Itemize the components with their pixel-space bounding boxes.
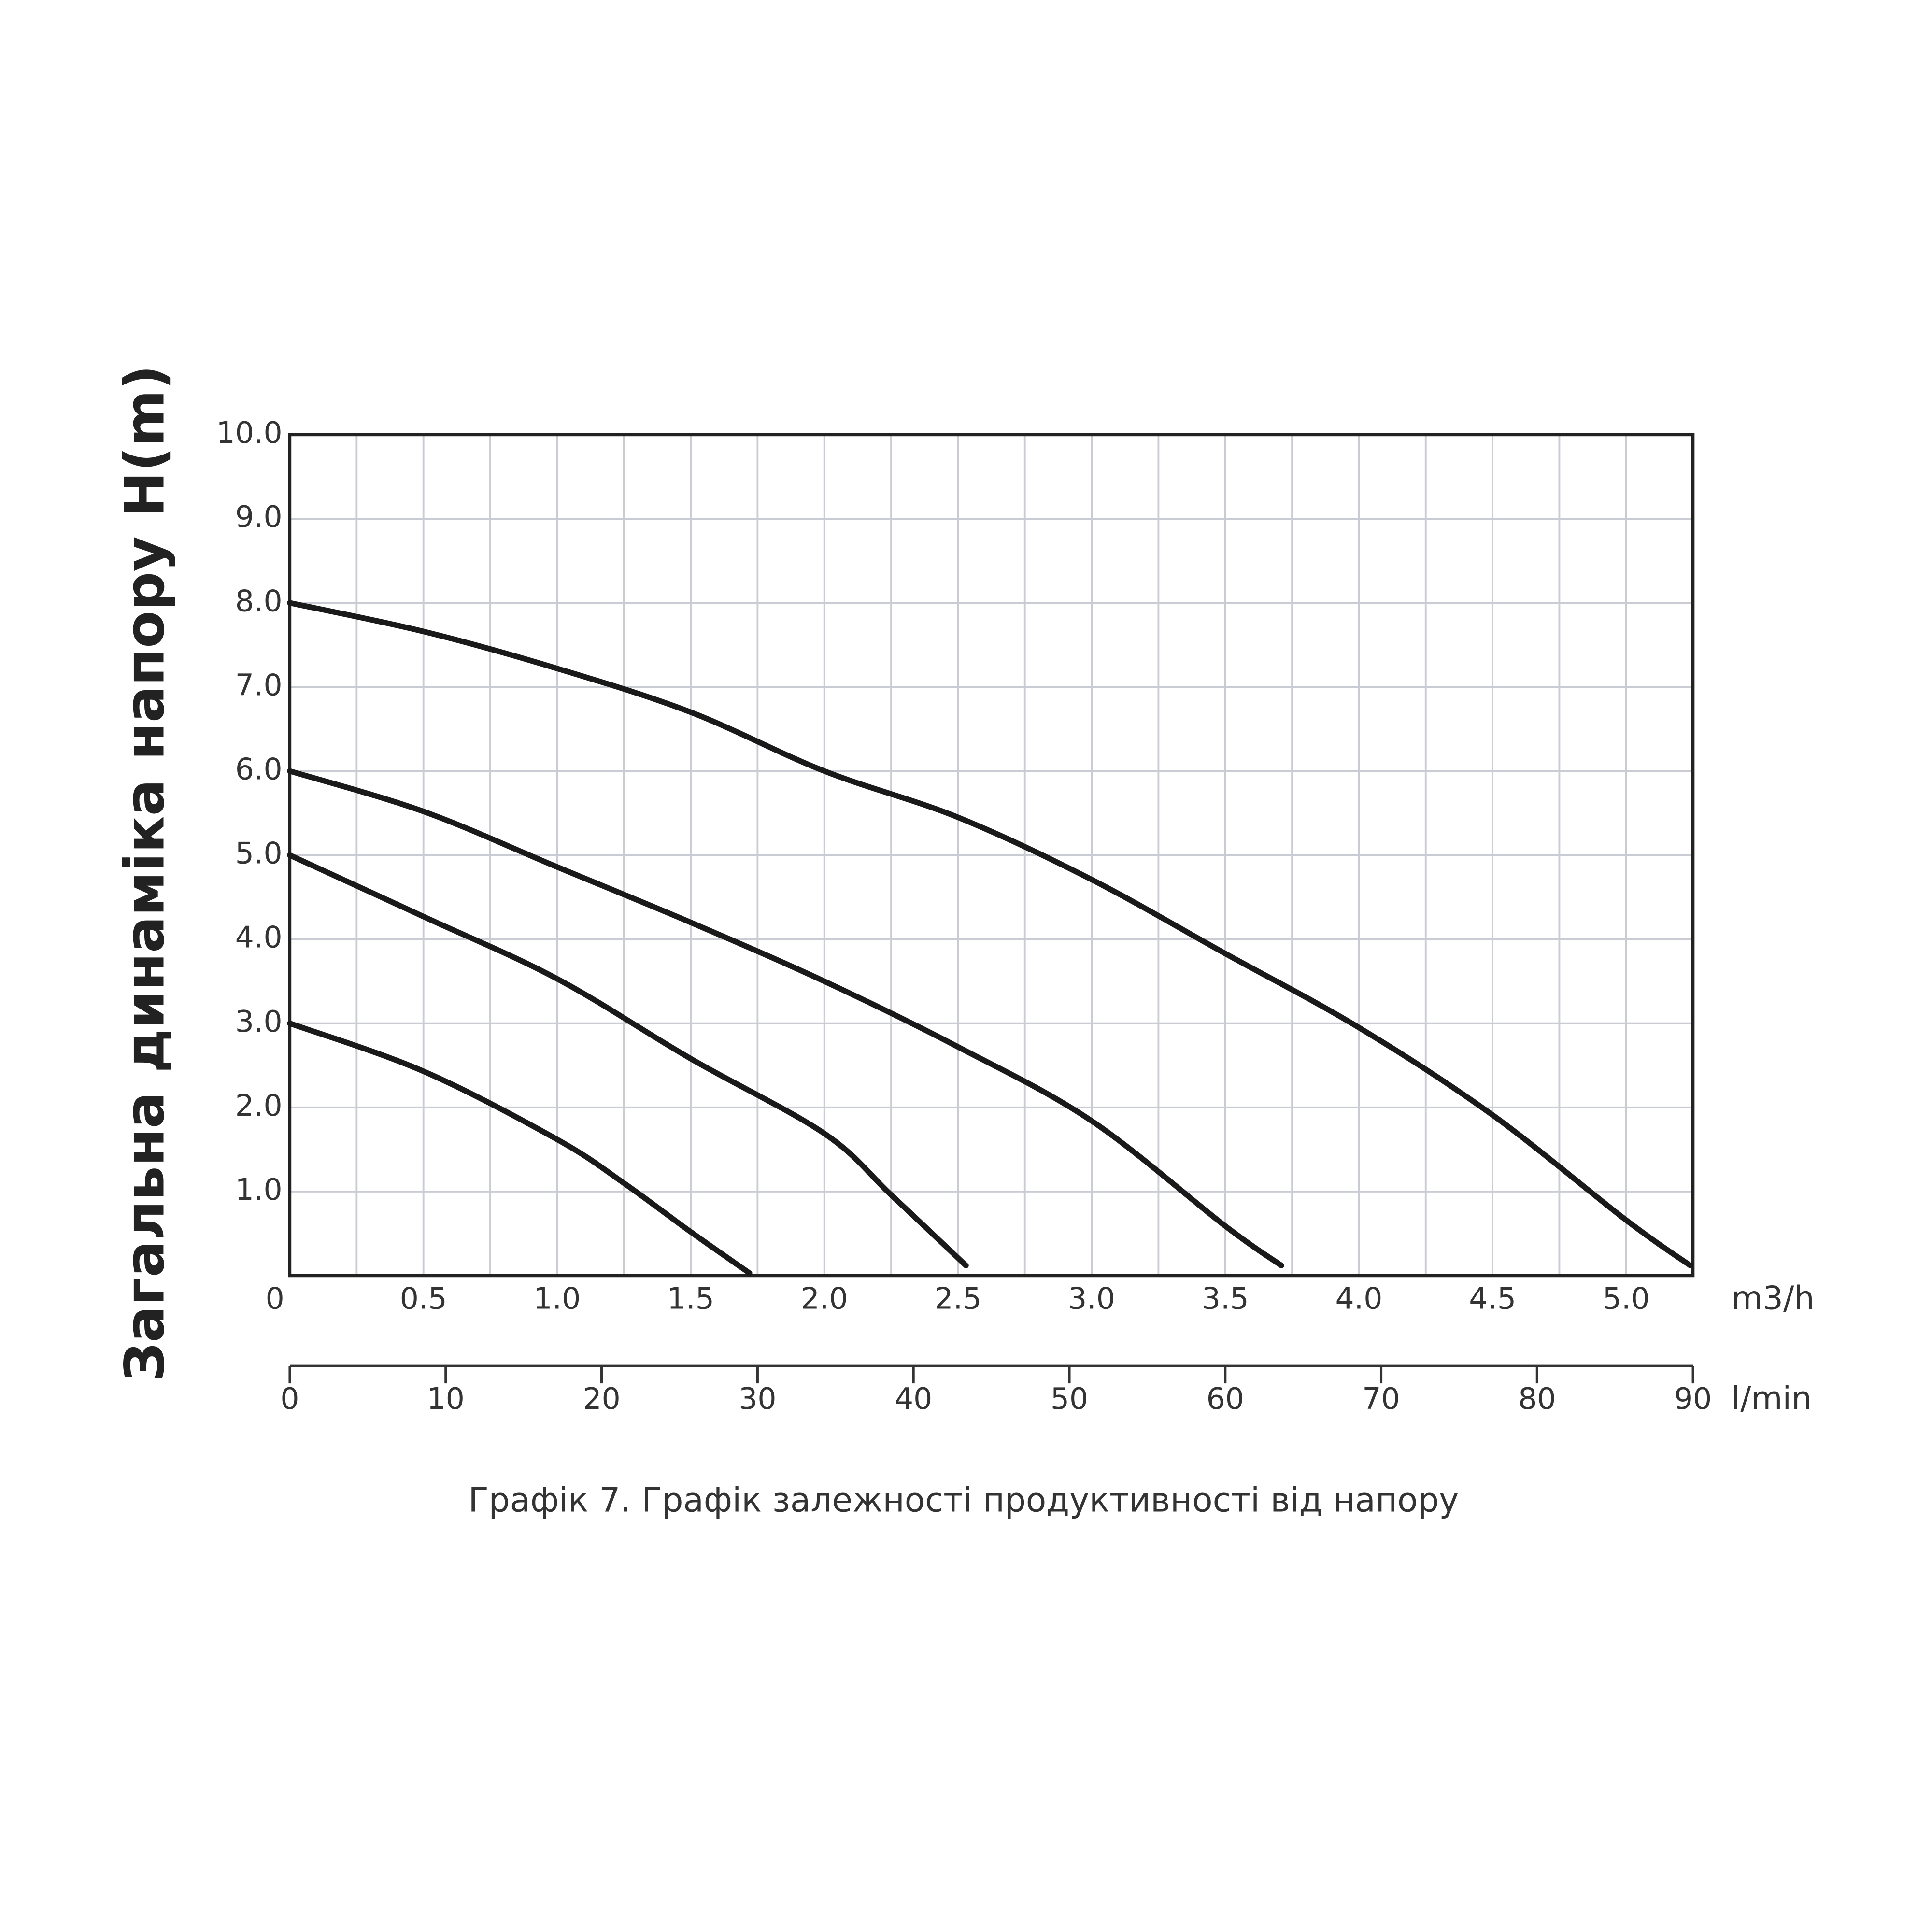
x-tick-label: 1.0 [533,1281,581,1316]
x2-tick-label: 70 [1362,1381,1400,1416]
curve [287,600,1693,1268]
x-tick-label: 3.5 [1202,1281,1249,1316]
y-tick-label: 7.0 [235,668,283,702]
y-tick-label: 6.0 [235,752,283,786]
x2-tick-label: 0 [280,1381,299,1416]
x2-tick-label: 80 [1518,1381,1556,1416]
y-tick-label: 9.0 [235,499,283,534]
x2-tick-label: 20 [582,1381,620,1416]
y-tick-label: 5.0 [235,836,283,871]
y-tick-label: 1.0 [235,1172,283,1207]
x2-tick-label: 10 [427,1381,465,1416]
x2-axis-label: l/min [1732,1379,1812,1417]
y-axis-label: Загальна динаміка напору H(m) [113,365,176,1381]
x-tick-label: 0.5 [400,1281,447,1316]
caption: Графік 7. Графік залежності продуктивнос… [468,1481,1459,1520]
x-tick-label: 2.0 [801,1281,848,1316]
x-axis-label: m3/h [1732,1279,1815,1317]
x2-tick-label: 40 [895,1381,932,1416]
curve [287,768,1284,1268]
y-tick-label: 3.0 [235,1004,283,1039]
x-tick-label: 5.0 [1603,1281,1650,1316]
y-tick-label: 2.0 [235,1088,283,1123]
x-tick-label: 4.5 [1469,1281,1516,1316]
x-tick-label: 4.0 [1335,1281,1383,1316]
x-tick-label: 1.5 [667,1281,714,1316]
y-tick-label: 10.0 [216,415,283,450]
x-tick-label: 0 [266,1281,284,1316]
x-tick-label: 3.0 [1068,1281,1115,1316]
curve [287,852,969,1268]
y-tick-label: 8.0 [235,583,283,618]
x2-tick-label: 50 [1051,1381,1088,1416]
y-tick-label: 4.0 [235,920,283,955]
x-tick-label: 2.5 [934,1281,981,1316]
x2-tick-label: 60 [1207,1381,1244,1416]
x2-tick-label: 90 [1674,1381,1712,1416]
x2-tick-label: 30 [739,1381,776,1416]
curve [287,1020,753,1276]
